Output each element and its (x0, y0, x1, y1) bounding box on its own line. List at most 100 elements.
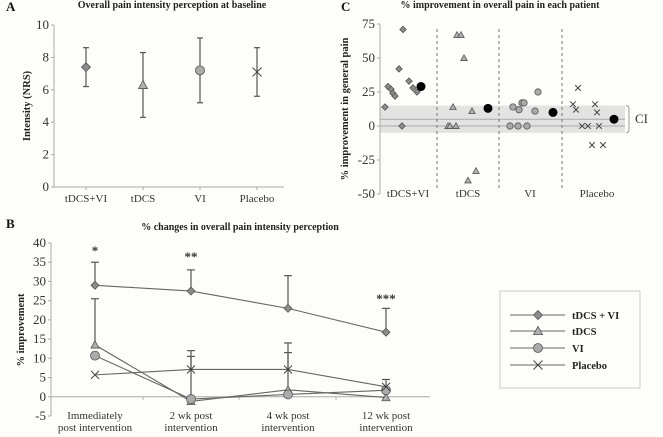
panel-a-title: Overall pain intensity perception at bas… (78, 0, 267, 11)
panel-b-ytick-label: 40 (33, 235, 46, 250)
panel-b-marker-circle (186, 394, 196, 404)
panel-c-point-circle (523, 122, 531, 130)
legend-entry-circle: VI (510, 343, 584, 355)
legend-label: tDCS + VI (572, 311, 619, 322)
legend-label: Placebo (572, 361, 607, 372)
panel-c-point-x-stroke (578, 122, 586, 130)
panel-b-series-Placebo (90, 365, 391, 392)
panel-c-ytick-label: 25 (362, 84, 375, 99)
panel-c-point-circle (506, 122, 514, 130)
panel-a-point-tDCS (137, 51, 149, 118)
panel-b-marker-x (381, 382, 391, 392)
panel-c-point-circle (520, 99, 528, 107)
panel-b-marker-x-stroke (90, 370, 100, 380)
panel-c-point-x (572, 106, 580, 113)
panel-c-point-x-stroke (572, 106, 580, 113)
panel-c-group-tDCS+VI (381, 25, 426, 130)
panel-c-point-diamond (413, 88, 421, 96)
panel-c-label: C (341, 0, 350, 14)
panel-c-point-diamond (391, 92, 399, 100)
panel-c-xtick-label: tDCS (456, 188, 480, 200)
panel-c-point-triangle (446, 121, 454, 129)
panel-c-point-circle (509, 103, 517, 111)
panel-a-ytick-label: 4 (43, 114, 50, 129)
panel-a-xtick-label: tDCS+VI (65, 193, 108, 205)
panel-c-xtick-label: VI (524, 188, 536, 200)
legend-marker-diamond (532, 309, 544, 321)
panel-b-marker-circle (90, 350, 100, 361)
panel-b-ytick-label: 35 (33, 254, 46, 269)
panel-b-xtick-label: Immediately (67, 410, 123, 422)
panel-c-ytick-label: 75 (362, 16, 375, 31)
panel-c-point-diamond (395, 65, 403, 73)
panel-b-marker-circle (381, 385, 391, 396)
panel-b-marker-diamond (90, 280, 100, 290)
panel-b-ytick-label: 30 (33, 273, 46, 288)
panel-c-point-diamond (381, 103, 389, 111)
panel-a-label: A (6, 0, 16, 14)
panel-a-ytick-label: 8 (43, 49, 50, 64)
panel-b-marker-triangle (381, 392, 391, 402)
panel-b-label: B (6, 216, 15, 231)
panel-c-point-x (574, 84, 582, 92)
legend-label: tDCS (572, 327, 597, 338)
panel-b-ytick-label: 15 (33, 331, 46, 346)
panel-c-mean-point (483, 103, 493, 113)
panel-c-point-diamond (398, 122, 406, 130)
panel-c-point-x-stroke (588, 141, 596, 149)
panel-c-point-circle (514, 122, 522, 130)
legend-entry-x: Placebo (510, 360, 607, 372)
panel-b-xtick-label: intervention (164, 422, 218, 434)
panel-c-point-circle (531, 107, 539, 115)
panel-a: A Overall pain intensity perception at b… (6, 0, 284, 205)
panel-b-xtick-label: 2 wk post (170, 410, 213, 422)
panel-c: C % improvement in overall pain in each … (340, 0, 648, 201)
legend-label: VI (572, 344, 584, 355)
panel-a-ytick-label: 6 (43, 82, 50, 97)
panel-c-ylabel: % improvement in general pain (340, 37, 351, 180)
panel-c-group-VI (506, 88, 558, 130)
panel-c-point-x-stroke (591, 101, 599, 108)
legend-marker-x-stroke (533, 360, 543, 370)
panel-b-xtick-label: post intervention (58, 422, 133, 434)
panel-b-ytick-label: 20 (33, 312, 46, 327)
panel-b-marker-diamond (283, 303, 293, 313)
panel-b-series-line (94, 368, 387, 388)
legend-marker-circle (533, 343, 543, 353)
panel-c-mean-point (548, 107, 558, 117)
panel-a-marker-triangle (137, 79, 149, 89)
panel-b-xtick-label: intervention (261, 422, 315, 434)
panel-c-mean-point (609, 114, 619, 124)
panel-c-point-triangle (468, 107, 476, 114)
panel-c-point-x-stroke (569, 101, 577, 108)
panel-b-series-line (94, 355, 387, 400)
panel-c-point-triangle (457, 30, 465, 38)
panel-a-point-VI (195, 37, 205, 104)
panel-a-ytick-label: 0 (43, 179, 50, 194)
panel-a-ylabel: Intensity (NRS) (22, 70, 33, 141)
panel-b-ytick-label: 25 (33, 293, 46, 308)
panel-c-point-diamond (399, 25, 407, 34)
ci-label: CI (635, 111, 648, 126)
panel-b-marker-triangle (90, 340, 100, 349)
panel-c-point-x (584, 122, 592, 130)
panel-b-xtick-label: 4 wk post (267, 410, 310, 422)
panel-c-point-x-stroke (595, 122, 603, 130)
panel-c-point-circle (515, 106, 523, 114)
panel-c-group-tDCS (444, 30, 493, 184)
panel-a-marker-diamond (80, 62, 92, 73)
significance-marker: *** (376, 291, 396, 306)
panel-b-marker-x (90, 370, 100, 380)
panel-b-xtick-label: intervention (359, 422, 413, 434)
panel-b-marker-diamond (381, 327, 391, 337)
panel-c-point-x (593, 109, 601, 116)
panel-b-marker-x-stroke (283, 365, 293, 374)
panel-a-ytick-label: 2 (43, 147, 50, 162)
legend-entry-triangle: tDCS (510, 325, 597, 338)
significance-marker: * (92, 243, 99, 258)
panel-c-ytick-label: 0 (369, 118, 376, 133)
panel-b-marker-x-stroke (381, 382, 391, 392)
panel-c-point-diamond (409, 84, 417, 92)
panel-a-xtick-label: Placebo (240, 193, 275, 205)
panel-c-point-triangle (464, 176, 472, 184)
